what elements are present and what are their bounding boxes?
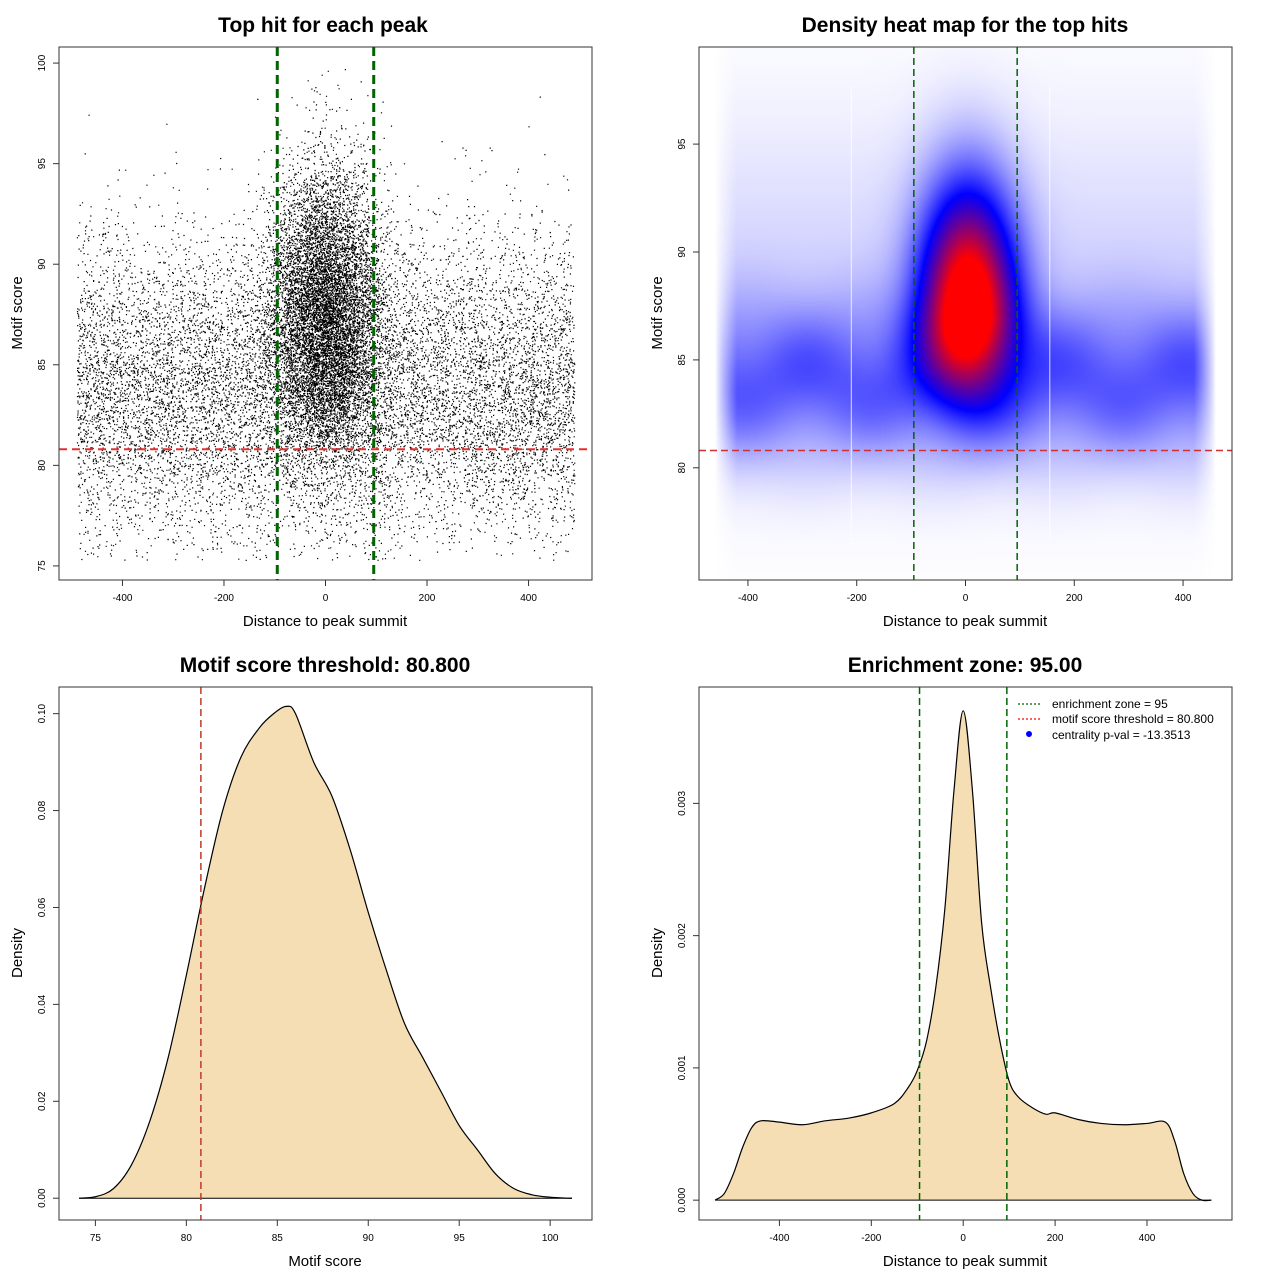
scatter-y-tick-label: 90 — [37, 258, 48, 270]
score-density-ticks: 75 80 85 90 95 100 0.00 0.02 0.04 0.06 0.08 0.10 — [37, 703, 559, 1244]
distance-density-x-tick-label: 400 — [1139, 1233, 1156, 1244]
heatmap-panel: Density heat map for the top hits -400 -2… — [649, 14, 1233, 630]
distance-density-ticks: -400 -200 0 200 400 0.000 0.001 0.002 0.003 — [677, 790, 1156, 1244]
heatmap-x-tick-label: 400 — [1175, 593, 1192, 604]
heatmap-x-tick-label: -200 — [847, 593, 867, 604]
score-density-area-fill — [79, 706, 572, 1199]
distance-density-x-tick-label: 0 — [960, 1233, 966, 1244]
distance-density-x-tick-label: -200 — [861, 1233, 881, 1244]
scatter-reference-lines — [59, 47, 592, 580]
score-density-panel: Motif score threshold: 80.800 75 80 85 90 95… — [9, 654, 593, 1270]
score-density-y-tick-label: 0.06 — [37, 897, 48, 917]
score-density-plot-area — [78, 705, 573, 1199]
distance-density-y-tick-label: 0.001 — [677, 1055, 688, 1080]
score-density-x-tick-label: 75 — [90, 1233, 102, 1244]
scatter-y-tick-label: 95 — [37, 158, 48, 170]
score-density-x-tick-label: 95 — [454, 1233, 466, 1244]
scatter-y-tick-label: 80 — [37, 459, 48, 471]
score-density-x-axis-label: Motif score — [288, 1253, 361, 1270]
scatter-title: Top hit for each peak — [218, 14, 428, 37]
score-density-x-tick-label: 80 — [181, 1233, 193, 1244]
score-density-plot-frame — [58, 686, 593, 1221]
score-density-y-tick-label: 0.04 — [37, 994, 48, 1014]
distance-density-x-tick-label: 200 — [1047, 1233, 1064, 1244]
scatter-x-tick-label: -200 — [214, 593, 234, 604]
score-density-title: Motif score threshold: 80.800 — [180, 654, 471, 677]
score-density-y-tick-label: 0.08 — [37, 800, 48, 820]
distance-density-x-axis-label: Distance to peak summit — [883, 1253, 1048, 1270]
heatmap-y-tick-label: 80 — [677, 462, 688, 474]
heatmap-y-tick-label: 95 — [677, 138, 688, 150]
legend-label-centrality: centrality p-val = -13.3513 — [1052, 728, 1191, 742]
legend: enrichment zone = 95 motif score thresho… — [1018, 697, 1214, 742]
distance-density-reference-lines — [918, 687, 1008, 1220]
distance-density-area-fill — [715, 710, 1212, 1201]
scatter-x-tick-label: 0 — [323, 593, 329, 604]
scatter-x-tick-label: 400 — [520, 593, 537, 604]
heatmap-y-tick-label: 85 — [677, 354, 688, 366]
heatmap-title: Density heat map for the top hits — [802, 14, 1129, 37]
heatmap-y-tick-label: 90 — [677, 246, 688, 258]
score-density-y-axis-label: Density — [9, 927, 26, 978]
scatter-x-tick-label: -400 — [112, 593, 132, 604]
score-density-x-tick-label: 90 — [363, 1233, 375, 1244]
score-density-x-tick-label: 85 — [272, 1233, 284, 1244]
score-density-x-tick-label: 100 — [542, 1233, 559, 1244]
legend-key-centrality — [1026, 731, 1032, 737]
score-density-density-curve — [78, 705, 573, 1199]
scatter-x-tick-label: 200 — [419, 593, 436, 604]
scatter-panel: Top hit for each peak -400 -200 0 200 400 75 8… — [9, 14, 593, 630]
distance-density-density-curve — [714, 710, 1212, 1202]
heatmap-reference-lines — [699, 47, 1232, 580]
score-density-y-tick-label: 0.02 — [37, 1091, 48, 1111]
score-density-y-tick-label: 0.00 — [37, 1188, 48, 1208]
scatter-y-tick-label: 100 — [37, 54, 48, 71]
heatmap-x-tick-label: 200 — [1066, 593, 1083, 604]
distance-density-y-tick-label: 0.003 — [677, 790, 688, 815]
scatter-y-tick-label: 75 — [37, 560, 48, 572]
heatmap-x-tick-label: -400 — [738, 593, 758, 604]
score-density-y-tick-label: 0.10 — [37, 703, 48, 723]
distance-density-y-axis-label: Density — [649, 927, 666, 978]
heatmap-density-area — [699, 47, 1232, 580]
distance-density-title: Enrichment zone: 95.00 — [848, 654, 1083, 677]
heatmap-ticks: -400 -200 0 200 400 80 85 90 95 — [677, 138, 1192, 604]
legend-label-score-threshold: motif score threshold = 80.800 — [1052, 712, 1214, 726]
distance-density-x-tick-label: -400 — [769, 1233, 789, 1244]
legend-label-enrichment-zone: enrichment zone = 95 — [1052, 697, 1168, 711]
distance-density-panel: Enrichment zone: 95.00 -400 -200 0 200 400 0.… — [649, 654, 1233, 1270]
scatter-x-axis-label: Distance to peak summit — [243, 613, 408, 630]
distance-density-plot-area — [714, 710, 1212, 1202]
heatmap-y-axis-label: Motif score — [649, 276, 666, 349]
distance-density-y-tick-label: 0.002 — [677, 923, 688, 948]
distance-density-plot-frame — [698, 686, 1233, 1221]
scatter-points — [76, 69, 576, 561]
scatter-y-axis-label: Motif score — [9, 276, 26, 349]
scatter-ticks: -400 -200 0 200 400 75 80 85 90 95 100 — [37, 54, 537, 604]
scatter-y-tick-label: 85 — [37, 359, 48, 371]
heatmap-x-axis-label: Distance to peak summit — [883, 613, 1048, 630]
distance-density-y-tick-label: 0.000 — [677, 1187, 688, 1212]
scatter-point-cloud — [76, 69, 576, 561]
heatmap-x-tick-label: 0 — [963, 593, 969, 604]
